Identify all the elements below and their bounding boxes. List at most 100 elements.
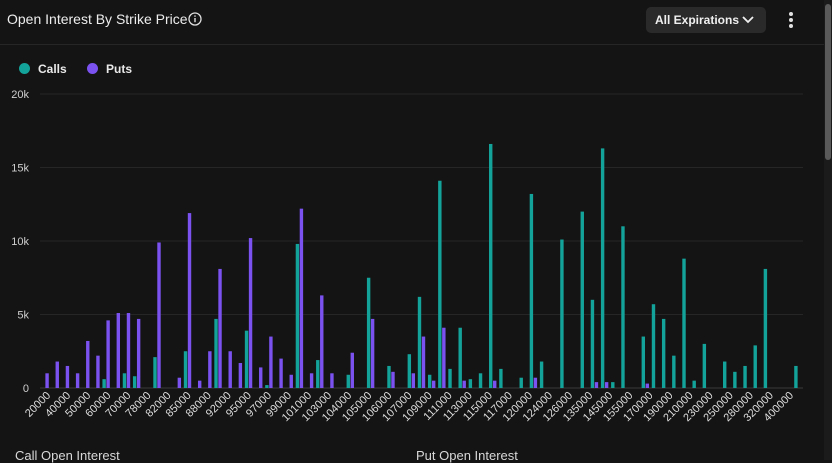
put-bar — [645, 383, 650, 388]
put-bar — [604, 382, 609, 388]
put-bar — [65, 365, 70, 388]
y-tick-label: 10k — [11, 236, 29, 248]
put-bar — [45, 373, 49, 388]
call-bar — [183, 351, 188, 388]
open-interest-chart: 05k10k15k20k2000040000500006000070000780… — [11, 89, 803, 424]
put-open-interest-heading: Put Open Interest — [416, 448, 518, 463]
call-bar — [407, 354, 412, 388]
put-bar — [86, 340, 90, 388]
call-bar — [641, 336, 646, 388]
call-bar — [621, 226, 625, 388]
call-open-interest-heading: Call Open Interest — [15, 448, 120, 463]
call-bar — [132, 376, 137, 388]
put-bar — [228, 351, 232, 388]
call-bar — [763, 268, 768, 388]
put-bar — [106, 320, 110, 388]
put-bar — [259, 367, 263, 388]
call-bar — [743, 365, 747, 388]
put-bar — [177, 377, 182, 388]
call-bar — [122, 373, 127, 388]
call-bar — [244, 330, 249, 388]
call-bar — [753, 345, 757, 388]
put-bar — [462, 380, 466, 388]
put-bar — [208, 351, 212, 388]
scrollbar[interactable] — [824, 0, 832, 460]
expiration-dropdown[interactable]: All Expirations — [646, 7, 766, 33]
call-bar — [387, 365, 391, 388]
put-bar — [594, 382, 599, 388]
call-bar — [265, 385, 269, 388]
call-bar — [672, 355, 676, 388]
call-bar — [560, 239, 564, 388]
call-bar — [295, 243, 300, 388]
call-bar — [794, 365, 798, 388]
put-bar — [197, 380, 202, 388]
info-icon[interactable] — [188, 12, 202, 26]
call-bar — [519, 377, 523, 388]
call-bar — [539, 361, 544, 388]
y-tick-label: 20k — [11, 89, 29, 101]
put-bar — [350, 352, 354, 388]
call-bar — [427, 374, 432, 388]
call-bar — [438, 180, 442, 388]
call-bar — [448, 368, 452, 388]
call-bar — [417, 296, 422, 388]
call-bar — [346, 374, 350, 388]
put-bar — [391, 371, 395, 388]
call-bar — [468, 379, 473, 388]
more-options-icon[interactable] — [784, 10, 798, 30]
call-bar — [102, 379, 106, 388]
call-bar — [600, 148, 605, 388]
call-bar — [682, 258, 686, 388]
chevron-down-icon — [742, 16, 754, 24]
call-bar — [611, 382, 615, 388]
put-bar — [279, 358, 283, 388]
put-bar — [330, 373, 334, 388]
call-bar — [499, 368, 503, 388]
put-bar — [411, 373, 416, 388]
call-bar — [153, 357, 157, 388]
put-bar — [442, 327, 446, 388]
put-bar — [370, 318, 375, 388]
call-bar — [489, 143, 493, 388]
call-bar — [366, 277, 371, 388]
scrollbar-thumb[interactable] — [825, 4, 831, 160]
call-bar — [723, 361, 727, 388]
call-bar — [580, 211, 584, 388]
legend-label-puts: Puts — [106, 62, 133, 76]
put-bar — [248, 238, 253, 388]
chart-title: Open Interest By Strike Price — [7, 11, 188, 27]
call-bar — [692, 380, 696, 388]
put-bar — [126, 313, 131, 388]
put-bar — [75, 373, 80, 388]
chart-header: Open Interest By Strike Price All Expira… — [0, 0, 832, 45]
call-bar — [661, 318, 666, 388]
y-tick-label: 5k — [17, 310, 29, 322]
call-bar — [702, 343, 707, 388]
expiration-label: All Expirations — [655, 13, 740, 27]
call-bar — [214, 318, 218, 388]
put-bar — [309, 373, 314, 388]
put-bar — [55, 361, 59, 388]
legend-label-calls: Calls — [38, 62, 67, 76]
put-bar — [218, 268, 222, 388]
put-bar — [289, 374, 293, 388]
legend-swatch-calls — [19, 63, 30, 74]
put-bar — [269, 336, 273, 388]
put-bar — [431, 380, 436, 388]
put-bar — [96, 355, 100, 388]
call-bar — [458, 327, 462, 388]
put-bar — [533, 377, 538, 388]
put-bar — [299, 208, 304, 388]
call-bar — [651, 304, 656, 388]
put-bar — [320, 295, 324, 388]
y-tick-label: 15k — [11, 163, 29, 175]
put-bar — [238, 363, 243, 388]
put-bar — [421, 336, 426, 388]
call-bar — [590, 299, 595, 388]
call-bar — [478, 373, 483, 388]
call-bar — [316, 360, 320, 388]
call-bar — [733, 371, 737, 388]
legend-swatch-puts — [87, 63, 98, 74]
put-bar — [157, 242, 161, 388]
